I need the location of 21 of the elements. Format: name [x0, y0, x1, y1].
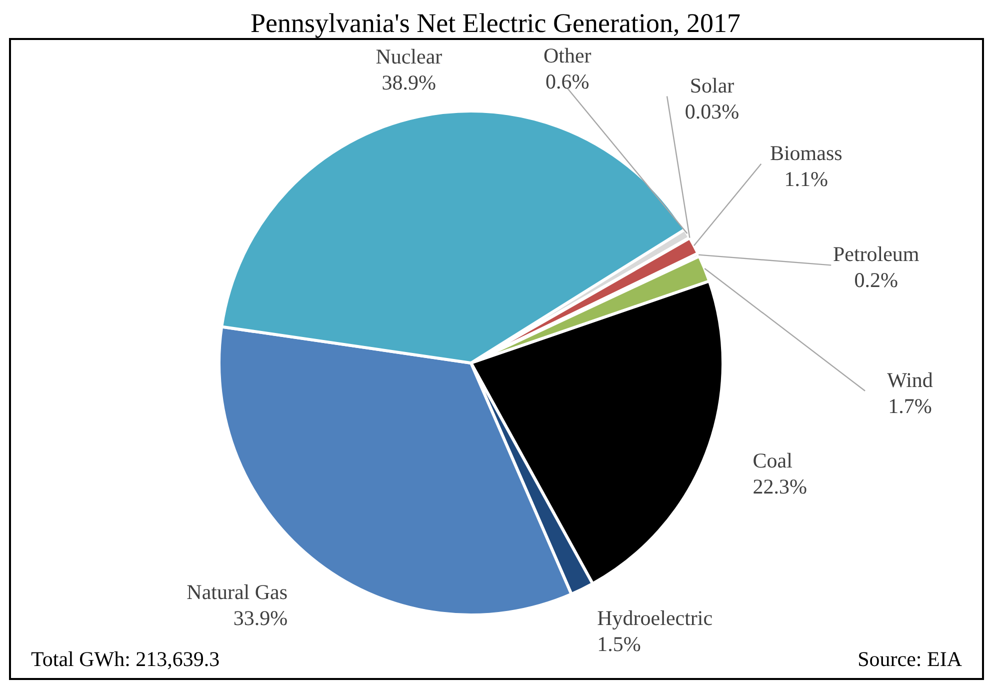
- slice-label: Solar: [690, 73, 734, 98]
- chart-title: Pennsylvania's Net Electric Generation, 2017: [250, 8, 742, 38]
- slice-label: Hydroelectric: [597, 606, 713, 630]
- slice-label: Natural Gas: [186, 580, 288, 604]
- data-label: 0.2%: [854, 268, 898, 292]
- slice-label: Petroleum: [832, 242, 920, 266]
- source-note: Source: EIA: [858, 647, 962, 672]
- data-label: 1.5%: [597, 632, 641, 656]
- slice-label: Coal: [752, 448, 793, 473]
- data-label: 0.6%: [546, 69, 590, 94]
- slice-label: Wind: [887, 368, 934, 392]
- text: Total GWh: 213,639.3: [31, 647, 220, 672]
- data-label: 0.03%: [684, 99, 740, 124]
- data-label: 38.9%: [382, 70, 436, 94]
- data-label: 22.3%: [752, 474, 808, 499]
- data-label: 1.7%: [888, 394, 932, 418]
- slice-label: Biomass: [770, 140, 842, 165]
- slice-label: Other: [544, 43, 592, 68]
- data-label: 1.1%: [784, 166, 828, 191]
- data-label: 33.9%: [233, 606, 288, 630]
- slice-label: Nuclear: [376, 44, 442, 68]
